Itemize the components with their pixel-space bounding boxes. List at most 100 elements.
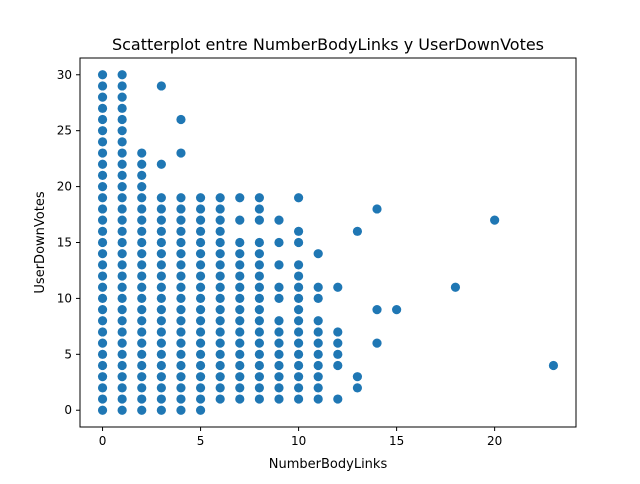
data-point xyxy=(215,304,225,315)
data-point xyxy=(117,405,127,415)
data-point xyxy=(215,338,225,348)
data-point xyxy=(293,260,304,270)
data-point xyxy=(195,316,206,326)
data-point xyxy=(176,338,186,348)
data-point xyxy=(176,327,186,337)
data-point xyxy=(117,304,127,315)
data-point xyxy=(215,383,225,393)
data-point xyxy=(195,293,206,304)
data-point xyxy=(293,383,304,393)
data-point xyxy=(215,282,225,292)
data-point xyxy=(333,394,343,404)
data-point xyxy=(176,237,186,248)
data-points xyxy=(97,70,559,415)
data-point xyxy=(392,304,402,315)
data-point xyxy=(176,204,186,214)
y-tick-label: 10 xyxy=(57,291,72,305)
data-point xyxy=(117,372,127,382)
data-point xyxy=(137,360,147,371)
data-point xyxy=(333,349,343,359)
data-point xyxy=(195,349,206,359)
data-point xyxy=(97,271,108,281)
data-point xyxy=(274,293,284,304)
data-point xyxy=(176,282,186,292)
data-point xyxy=(254,304,264,315)
data-point xyxy=(97,372,108,382)
data-point xyxy=(235,327,245,337)
data-point xyxy=(333,360,343,371)
data-point xyxy=(195,394,206,404)
data-point xyxy=(333,338,343,348)
data-point xyxy=(137,204,147,214)
data-point xyxy=(235,383,245,393)
data-point xyxy=(176,316,186,326)
data-point xyxy=(235,338,245,348)
data-point xyxy=(97,304,108,315)
data-point xyxy=(176,372,186,382)
data-point xyxy=(156,394,166,404)
data-point xyxy=(293,293,304,304)
data-point xyxy=(293,394,304,404)
data-point xyxy=(137,260,147,270)
data-point xyxy=(254,215,264,225)
data-point xyxy=(137,282,147,292)
data-point xyxy=(117,126,127,136)
data-point xyxy=(293,304,304,315)
data-point xyxy=(313,360,323,371)
data-point xyxy=(137,372,147,382)
data-point xyxy=(254,204,264,214)
data-point xyxy=(215,394,225,404)
data-point xyxy=(313,249,323,259)
data-point xyxy=(156,193,166,203)
data-point xyxy=(137,181,147,192)
data-point xyxy=(254,293,264,304)
data-point xyxy=(215,215,225,225)
data-point xyxy=(293,226,304,236)
data-point xyxy=(97,215,108,225)
data-point xyxy=(215,204,225,214)
data-point xyxy=(156,338,166,348)
data-point xyxy=(117,148,127,158)
data-point xyxy=(97,249,108,259)
data-point xyxy=(117,215,127,225)
data-point xyxy=(254,271,264,281)
data-point xyxy=(313,316,323,326)
data-point xyxy=(137,327,147,337)
data-point xyxy=(156,327,166,337)
data-point xyxy=(156,271,166,281)
data-point xyxy=(137,349,147,359)
data-point xyxy=(156,282,166,292)
data-point xyxy=(254,394,264,404)
data-point xyxy=(333,282,343,292)
data-point xyxy=(313,293,323,304)
data-point xyxy=(117,159,127,169)
data-point xyxy=(117,316,127,326)
data-point xyxy=(235,316,245,326)
data-point xyxy=(293,193,304,203)
data-point xyxy=(176,260,186,270)
data-point xyxy=(97,349,108,359)
data-point xyxy=(176,293,186,304)
x-axis-ticks: 0 5 10 15 20 xyxy=(99,427,502,448)
data-point xyxy=(352,226,363,236)
data-point xyxy=(117,92,127,102)
data-point xyxy=(195,304,206,315)
data-point xyxy=(195,360,206,371)
data-point xyxy=(293,316,304,326)
data-point xyxy=(274,360,284,371)
data-point xyxy=(215,349,225,359)
data-point xyxy=(156,215,166,225)
data-point xyxy=(274,372,284,382)
data-point xyxy=(117,394,127,404)
data-point xyxy=(97,126,108,136)
data-point xyxy=(215,271,225,281)
data-point xyxy=(137,293,147,304)
data-point xyxy=(156,372,166,382)
data-point xyxy=(156,204,166,214)
data-point xyxy=(137,237,147,248)
data-point xyxy=(254,327,264,337)
data-point xyxy=(176,349,186,359)
data-point xyxy=(156,237,166,248)
data-point xyxy=(274,282,284,292)
